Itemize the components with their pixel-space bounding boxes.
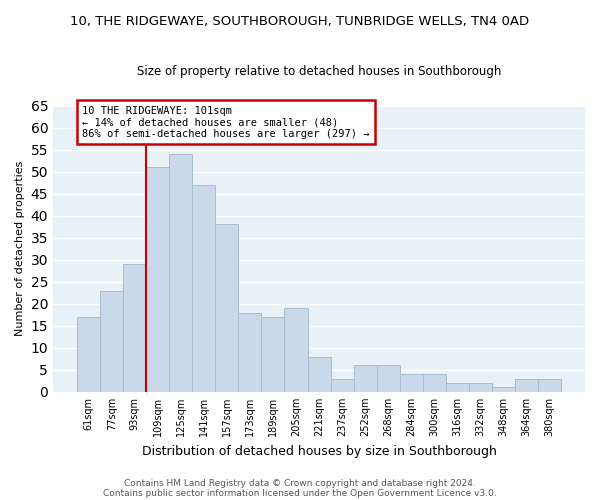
Title: Size of property relative to detached houses in Southborough: Size of property relative to detached ho… [137, 65, 501, 78]
Bar [446, 383, 469, 392]
Bar [284, 308, 308, 392]
Bar [377, 366, 400, 392]
Text: Contains HM Land Registry data © Crown copyright and database right 2024.: Contains HM Land Registry data © Crown c… [124, 478, 476, 488]
Bar [492, 388, 515, 392]
Bar [146, 167, 169, 392]
Bar [538, 378, 561, 392]
Bar [77, 317, 100, 392]
Bar [308, 356, 331, 392]
Bar [123, 264, 146, 392]
Bar [469, 383, 492, 392]
Bar [193, 185, 215, 392]
Bar [169, 154, 193, 392]
Bar [515, 378, 538, 392]
Bar [353, 366, 377, 392]
Bar [262, 317, 284, 392]
Bar [100, 290, 123, 392]
Bar [400, 374, 422, 392]
X-axis label: Distribution of detached houses by size in Southborough: Distribution of detached houses by size … [142, 444, 496, 458]
Text: 10 THE RIDGEWAYE: 101sqm
← 14% of detached houses are smaller (48)
86% of semi-d: 10 THE RIDGEWAYE: 101sqm ← 14% of detach… [82, 106, 370, 139]
Text: 10, THE RIDGEWAYE, SOUTHBOROUGH, TUNBRIDGE WELLS, TN4 0AD: 10, THE RIDGEWAYE, SOUTHBOROUGH, TUNBRID… [70, 15, 530, 28]
Bar [215, 224, 238, 392]
Bar [422, 374, 446, 392]
Bar [331, 378, 353, 392]
Text: Contains public sector information licensed under the Open Government Licence v3: Contains public sector information licen… [103, 488, 497, 498]
Bar [238, 312, 262, 392]
Y-axis label: Number of detached properties: Number of detached properties [15, 161, 25, 336]
